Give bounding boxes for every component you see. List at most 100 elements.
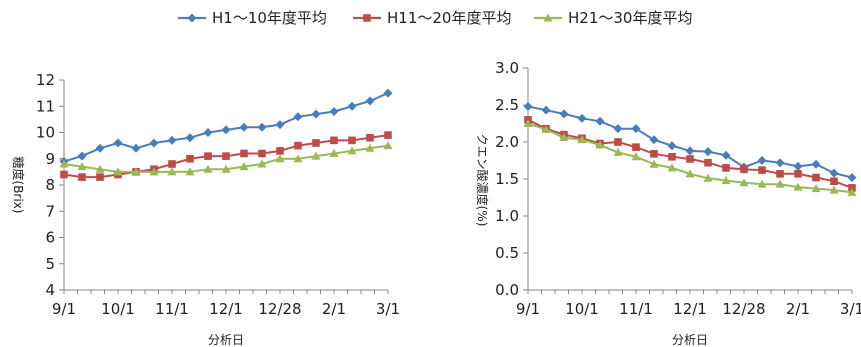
data-point <box>757 179 767 188</box>
data-point <box>203 128 213 137</box>
x-tick-label: 2/1 <box>322 300 346 318</box>
data-point <box>384 131 392 139</box>
data-point <box>667 141 677 151</box>
data-point <box>704 158 712 167</box>
x-tick-label: 11/1 <box>619 300 653 318</box>
x-tick-label: 12/1 <box>673 300 707 318</box>
x-tick-label: 10/1 <box>565 300 599 318</box>
y-tick-label: 12 <box>36 71 55 89</box>
data-point <box>847 187 857 196</box>
data-point <box>383 88 393 98</box>
x-tick-label: 3/1 <box>376 300 400 318</box>
data-point <box>631 124 641 134</box>
data-point <box>329 107 339 116</box>
x-tick-label: 2/1 <box>786 300 810 318</box>
data-point <box>167 135 177 145</box>
data-point <box>649 135 659 145</box>
data-point <box>312 139 320 147</box>
data-point <box>703 173 713 182</box>
data-point <box>60 170 68 179</box>
data-point <box>614 138 622 146</box>
data-point <box>811 184 821 193</box>
y-tick-label: 0.0 <box>495 281 519 299</box>
x-axis-title: 分析日 <box>672 333 708 347</box>
data-point <box>794 170 802 178</box>
data-point <box>649 159 659 168</box>
data-point <box>667 163 677 172</box>
y-tick-label: 8 <box>45 176 55 194</box>
data-point <box>167 167 177 176</box>
y-tick-label: 7 <box>45 202 55 220</box>
data-point <box>577 113 587 123</box>
data-point <box>721 150 731 160</box>
data-point <box>811 159 821 169</box>
y-axis-title: 糖度(Brix) <box>11 157 26 214</box>
y-tick-label: 9 <box>45 150 55 168</box>
data-point <box>221 164 231 173</box>
y-axis-title: クエン酸濃度(%) <box>475 134 490 227</box>
citric-acid-chart: 0.0 0.5 1.0 1.5 2.0 2.5 3.0 9/1 10/1 11/1 12/1 12/2… <box>475 59 861 347</box>
x-tick-label: 3/1 <box>840 300 861 318</box>
legend: H1～10年度平均 H11～20年度平均 H21～30年度平均 <box>178 9 692 27</box>
data-point <box>739 178 749 187</box>
legend-marker <box>363 14 371 22</box>
data-point <box>293 112 303 122</box>
y-tick-label: 4 <box>45 281 55 299</box>
data-point <box>347 101 357 111</box>
data-point <box>149 138 159 148</box>
data-point <box>257 159 267 168</box>
data-point <box>59 159 69 168</box>
data-point <box>149 167 159 176</box>
legend-marker <box>187 13 197 23</box>
data-point <box>365 143 375 152</box>
data-point <box>239 122 249 132</box>
data-point <box>685 146 695 156</box>
legend-label: H11～20年度平均 <box>387 9 511 27</box>
data-point <box>721 175 731 184</box>
data-point <box>113 167 123 176</box>
x-tick-label: 9/1 <box>52 300 76 318</box>
data-point <box>757 156 767 165</box>
y-tick-label: 2.5 <box>495 96 519 114</box>
legend-label: H21～30年度平均 <box>568 9 692 27</box>
data-point <box>258 149 266 158</box>
data-point <box>632 143 640 151</box>
data-point <box>703 147 713 157</box>
data-point <box>257 122 267 132</box>
data-point <box>559 133 569 142</box>
data-point <box>185 133 195 143</box>
data-point <box>96 173 104 181</box>
data-point <box>329 149 339 157</box>
x-tick-label: 12/28 <box>722 300 765 318</box>
data-point <box>168 160 176 168</box>
data-point <box>685 169 695 178</box>
data-point <box>78 173 86 181</box>
data-point <box>131 143 141 153</box>
data-point <box>365 96 375 106</box>
y-tick-label: 3.0 <box>495 59 519 77</box>
data-point <box>523 119 533 127</box>
y-tick-label: 11 <box>36 97 55 115</box>
data-point <box>222 152 230 160</box>
x-tick-label: 11/1 <box>155 300 189 318</box>
x-tick-label: 12/28 <box>258 300 301 318</box>
data-point <box>203 164 213 173</box>
sugar-chart: 4 5 6 7 8 9 10 11 12 9/1 10/1 11/1 12/1 12/28 2/1 3/1 分析… <box>11 71 400 347</box>
data-point <box>221 125 231 135</box>
data-point <box>829 168 839 178</box>
data-point <box>613 147 623 156</box>
data-point <box>595 140 605 149</box>
data-point <box>275 154 285 163</box>
data-point <box>722 164 730 172</box>
data-point <box>186 154 194 163</box>
data-point <box>541 105 551 115</box>
x-tick-label: 10/1 <box>101 300 135 318</box>
y-tick-label: 2.0 <box>495 133 519 151</box>
legend-label: H1～10年度平均 <box>212 9 327 27</box>
data-point <box>595 116 605 126</box>
data-point <box>185 167 195 176</box>
data-point <box>77 151 87 161</box>
data-point <box>758 166 766 174</box>
data-point <box>631 152 641 161</box>
